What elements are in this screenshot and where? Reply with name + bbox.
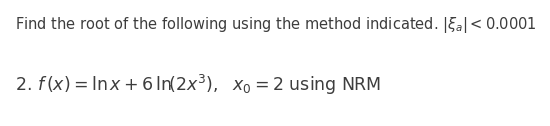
Text: 2. $f\,(x) = \ln x + 6\,\mathrm{ln}\!\left(2x^3\right),\ \ x_0 = 2$ using NRM: 2. $f\,(x) = \ln x + 6\,\mathrm{ln}\!\le… <box>15 73 382 97</box>
Text: Find the root of the following using the method indicated. $|\xi_a| < 0.0001$: Find the root of the following using the… <box>15 15 537 35</box>
